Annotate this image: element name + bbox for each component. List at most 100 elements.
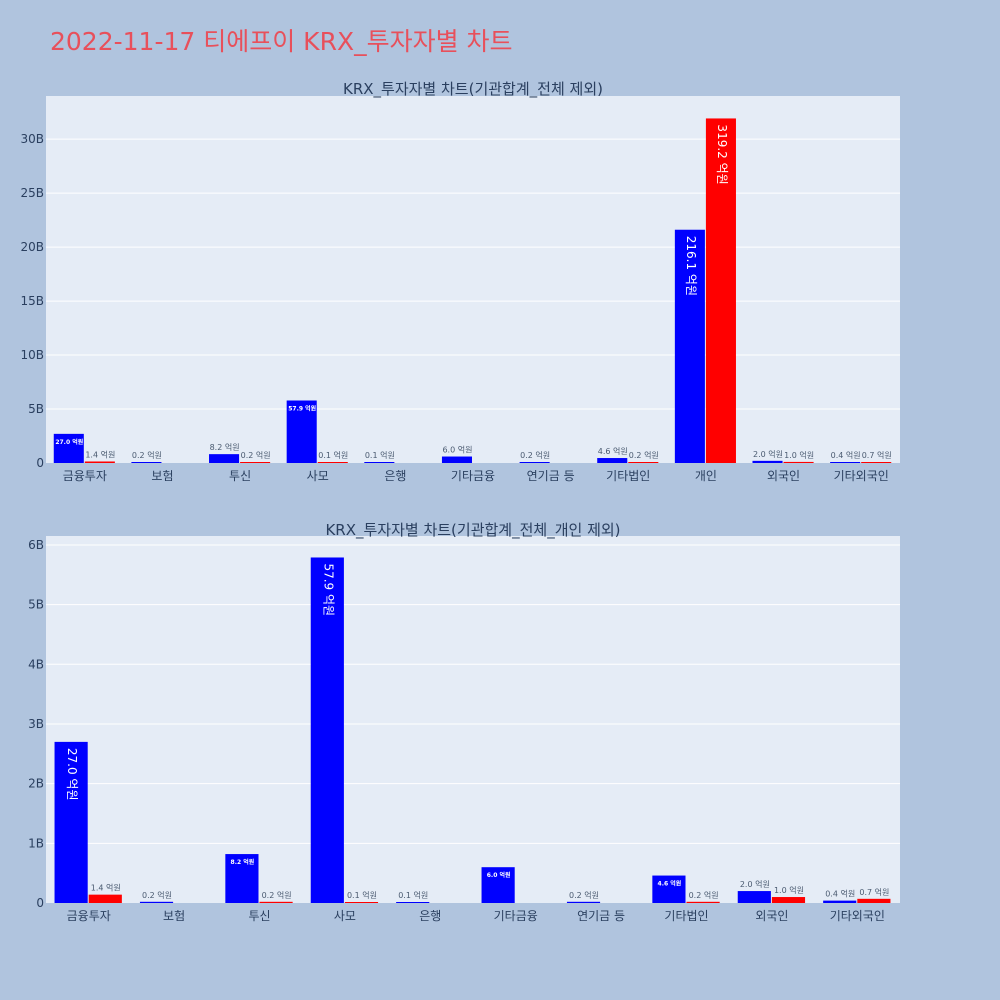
y-tick-label: 30B [20,132,44,146]
bar-value-label: 0.2 억원 [132,450,162,460]
bar-buy [597,458,628,463]
x-tick-label: 외국인 [767,469,800,483]
bar-sell [783,461,814,463]
bar-value-label: 1.0 억원 [784,450,814,460]
y-tick-label: 5B [28,598,44,612]
x-tick-label: 투신 [229,469,251,483]
bar-buy [566,901,601,903]
bar-value-label: 0.2 억원 [629,450,659,460]
bar-sell [240,462,271,463]
y-tick-label: 1B [28,836,44,850]
bar-value-label: 0.4 억원 [825,889,855,899]
x-tick-label: 외국인 [755,909,788,923]
bar-value-label: 1.4 억원 [91,883,121,893]
bar-value-label: 1.0 억원 [774,885,804,895]
bar-value-label: 57.9 억원 [321,563,335,616]
x-tick-label: 금융투자 [63,469,107,483]
plot-background [46,96,900,463]
bar-value-label: 0.1 억원 [365,450,395,460]
x-tick-label: 기타금융 [494,909,538,923]
bar-value-label: 6.0 억원 [442,445,472,455]
x-tick-label: 은행 [384,468,406,483]
x-tick-label: 연기금 등 [527,469,575,483]
bar-value-label: 27.0 억원 [65,748,79,801]
bar-buy [131,462,162,463]
bar-buy [652,875,686,903]
bar-sell [344,902,379,903]
x-tick-label: 기타외국인 [830,909,885,923]
bar-buy [519,462,550,463]
x-tick-label: 은행 [419,908,441,923]
bar-sell [771,897,806,903]
x-tick-label: 사모 [307,469,329,483]
bar-buy [823,900,857,903]
x-tick-label: 금융투자 [67,909,111,923]
bar-value-label: 0.2 억원 [142,890,172,900]
bar-value-label: 216.1 억원 [684,236,698,296]
y-tick-label: 15B [20,294,44,308]
bar-buy [54,741,88,903]
bar-value-label: 8.2 억원 [210,442,240,452]
y-tick-label: 0 [36,896,44,910]
bar-value-label: 0.2 억원 [569,890,599,900]
bar-buy [752,460,783,463]
bar-buy [737,891,771,903]
plot-background [46,536,900,903]
x-tick-label: 기타법인 [664,909,708,923]
x-tick-label: 기타법인 [606,469,650,483]
bar-value-label: 2.0 억원 [753,449,783,459]
bar-buy [139,901,174,903]
bar-buy [225,854,259,903]
bar-value-label: 0.2 억원 [689,890,719,900]
y-tick-label: 3B [28,717,44,731]
y-tick-label: 10B [20,348,44,362]
bar-value-label: 4.6 억원 [598,446,628,456]
x-tick-label: 투신 [248,909,270,923]
x-tick-label: 기타외국인 [834,469,889,483]
bar-value-label: 57.9 억원 [288,405,316,413]
bar-value-label: 0.1 억원 [398,890,428,900]
chart-title: KRX_투자자별 차트(기관합계_전체_개인 제외) [325,521,620,540]
bar-value-label: 1.4 억원 [85,449,115,459]
bar-value-label: 0.7 억원 [862,450,892,460]
y-tick-label: 6B [28,538,44,552]
bar-value-label: 319.2 억원 [715,124,729,184]
bar-buy [830,462,861,463]
bar-value-label: 0.1 억원 [347,890,377,900]
bar-value-label: 4.6 억원 [658,880,682,888]
x-tick-label: 사모 [334,909,356,923]
chart-title: KRX_투자자별 차트(기관합계_전체 제외) [343,80,603,99]
bar-sell [84,461,115,463]
bar-value-label: 0.2 억원 [241,450,271,460]
bar-value-label: 0.7 억원 [859,887,889,897]
bar-buy [481,867,515,903]
y-tick-label: 4B [28,657,44,671]
bar-value-label: 0.4 억원 [831,450,861,460]
bar-sell [259,901,293,903]
bar-sell [628,462,659,463]
x-tick-label: 연기금 등 [577,909,625,923]
x-tick-label: 개인 [695,469,717,483]
bar-buy [310,557,344,903]
bar-value-label: 0.2 억원 [262,890,292,900]
bar-value-label: 27.0 억원 [55,438,83,446]
bar-sell [686,901,720,903]
bar-buy [53,433,84,463]
bar-buy [674,229,705,463]
x-tick-label: 보험 [151,469,173,483]
page-title: 2022-11-17 티에프이 KRX_투자자별 차트 [50,27,513,56]
bar-buy [209,454,240,463]
y-tick-label: 2B [28,777,44,791]
bar-buy [396,902,430,903]
bar-value-label: 6.0 억원 [487,871,511,879]
y-tick-label: 5B [28,402,44,416]
bar-sell [317,462,348,463]
x-tick-label: 보험 [163,909,185,923]
bar-buy [286,400,317,463]
bar-value-label: 0.1 억원 [318,450,348,460]
bar-value-label: 8.2 억원 [231,858,255,866]
y-tick-label: 25B [20,186,44,200]
bar-buy [441,456,472,463]
